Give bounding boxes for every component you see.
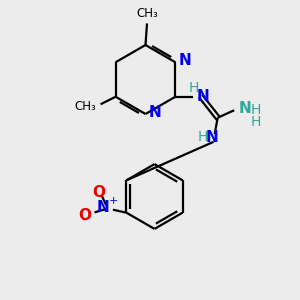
Text: O: O: [92, 185, 105, 200]
Text: H: H: [188, 81, 199, 95]
Text: H: H: [251, 115, 261, 129]
Text: N: N: [239, 101, 251, 116]
Text: CH₃: CH₃: [136, 8, 158, 20]
Text: N: N: [148, 105, 161, 120]
Text: H: H: [251, 103, 261, 117]
Text: H: H: [197, 130, 208, 144]
Text: N: N: [97, 200, 109, 215]
Text: CH₃: CH₃: [74, 100, 96, 113]
Text: N: N: [196, 89, 209, 104]
Text: +: +: [109, 196, 119, 206]
Text: N: N: [178, 53, 191, 68]
Text: -: -: [82, 214, 87, 227]
Text: O: O: [78, 208, 91, 223]
Text: N: N: [205, 130, 218, 146]
